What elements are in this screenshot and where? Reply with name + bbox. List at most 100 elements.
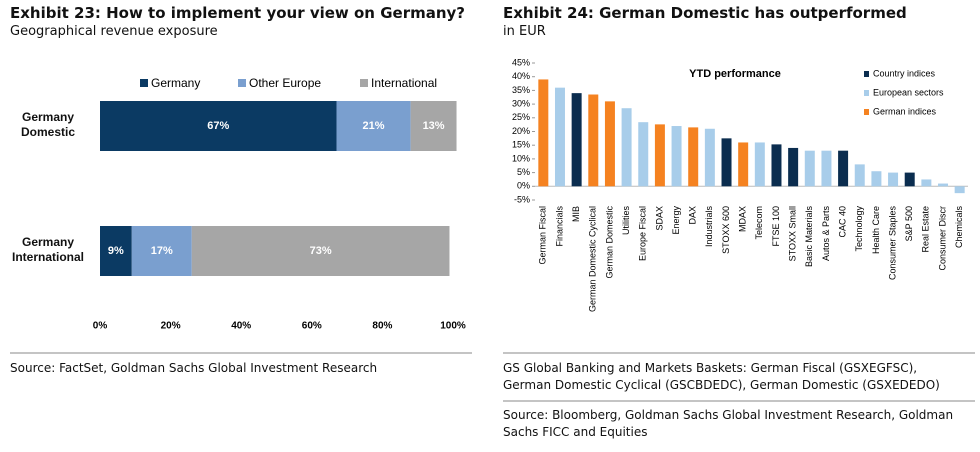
- y-tick-label: -5%: [514, 194, 530, 204]
- y-tick-label: 10%: [512, 153, 530, 163]
- x-tick-label: Technology: [854, 206, 864, 252]
- x-tick-label: S&P 500: [904, 206, 914, 241]
- y-tick-label: 40%: [512, 71, 530, 81]
- source: Source: Bloomberg, Goldman Sachs Global …: [503, 408, 954, 439]
- x-tick-label: 40%: [231, 321, 251, 332]
- bar: [904, 172, 915, 187]
- x-tick-label: Energy: [671, 206, 681, 235]
- legend-label: European sectors: [873, 87, 944, 97]
- bar: [788, 147, 799, 187]
- x-tick-label: German Domestic Cyclical: [588, 206, 598, 312]
- bar-segment: [100, 226, 132, 276]
- y-tick-label: 15%: [512, 140, 530, 150]
- bar: [721, 138, 732, 187]
- inner-title: YTD performance: [689, 68, 781, 80]
- bar: [954, 186, 965, 194]
- y-tick-label: 45%: [512, 57, 530, 67]
- bar-segment: [336, 101, 411, 151]
- bar: [938, 183, 949, 187]
- x-tick-label: Consumer Staples: [887, 206, 897, 281]
- y-tick-label: Germany Domestic: [20, 110, 76, 139]
- y-tick-label: 35%: [512, 85, 530, 95]
- x-tick-label: German Fiscal: [538, 206, 548, 265]
- data-label: 17%: [151, 245, 173, 257]
- subtitle: Geographical revenue exposure: [10, 24, 218, 39]
- x-tick-label: Real Estate: [921, 206, 931, 253]
- data-label: 13%: [423, 120, 445, 132]
- bar: [738, 142, 749, 187]
- x-tick-label: Utilities: [621, 206, 631, 236]
- x-tick-label: SDAX: [654, 206, 664, 231]
- data-label: 9%: [108, 245, 124, 257]
- legend-label: German indices: [873, 106, 937, 116]
- x-tick-label: DAX: [688, 206, 698, 225]
- x-tick-label: CAC 40: [837, 206, 847, 238]
- x-tick-label: Chemicals: [954, 206, 964, 249]
- x-tick-label: 0%: [93, 321, 108, 332]
- source: Source: FactSet, Goldman Sachs Global In…: [10, 361, 378, 375]
- bar: [771, 144, 782, 187]
- bar-segment: [131, 226, 192, 276]
- x-tick-label: Telecom: [754, 206, 764, 240]
- bar: [921, 179, 932, 187]
- bar: [804, 150, 815, 187]
- x-tick-label: German Domestic: [604, 206, 614, 279]
- x-tick-label: FTSE 100: [771, 206, 781, 247]
- legend-label: International: [371, 76, 437, 90]
- bar: [838, 150, 849, 187]
- data-label: 21%: [363, 120, 385, 132]
- y-tick-label: 0%: [517, 181, 530, 191]
- bar: [888, 172, 899, 187]
- legend-swatch: [864, 109, 869, 115]
- data-label: 67%: [207, 120, 229, 132]
- x-tick-label: Autos & Parts: [821, 206, 831, 262]
- bar: [571, 93, 582, 187]
- x-tick-label: MDAX: [738, 206, 748, 232]
- legend-swatch: [238, 79, 246, 87]
- x-tick-label: 80%: [372, 321, 392, 332]
- bar: [638, 122, 649, 187]
- bar: [821, 150, 832, 187]
- subtitle: in EUR: [503, 24, 546, 39]
- bar: [754, 142, 765, 187]
- x-tick-label: STOXX Small: [788, 206, 798, 261]
- title: Exhibit 23: How to implement your view o…: [10, 4, 465, 22]
- bar: [854, 164, 865, 187]
- x-tick-label: MIB: [571, 206, 581, 222]
- legend-swatch: [864, 90, 869, 96]
- x-tick-label: 100%: [440, 321, 466, 332]
- bar: [671, 126, 682, 187]
- y-tick-label: 5%: [517, 167, 530, 177]
- x-tick-label: Europe Fiscal: [638, 206, 648, 261]
- bar: [654, 124, 665, 187]
- x-tick-label: Industrials: [704, 206, 714, 248]
- legend-swatch: [140, 79, 148, 87]
- x-tick-label: 20%: [161, 321, 181, 332]
- x-tick-label: 60%: [302, 321, 322, 332]
- bar-segment: [100, 101, 337, 151]
- bar: [871, 171, 882, 187]
- bar: [704, 128, 715, 187]
- x-tick-label: Financials: [554, 206, 564, 247]
- y-tick-label: Germany International: [11, 235, 84, 264]
- data-label: 73%: [310, 245, 332, 257]
- y-tick-label: 25%: [512, 112, 530, 122]
- legend-label: Germany: [151, 76, 200, 90]
- bar-segment: [191, 226, 450, 276]
- bar: [588, 94, 599, 187]
- x-tick-label: Health Care: [871, 206, 881, 254]
- legend-swatch: [864, 71, 869, 77]
- bar-segment: [410, 101, 457, 151]
- x-tick-label: STOXX 600: [721, 206, 731, 254]
- legend-label: Country indices: [873, 68, 936, 78]
- y-tick-label: 30%: [512, 98, 530, 108]
- legend-swatch: [360, 79, 368, 87]
- bar: [604, 101, 615, 187]
- note: GS Global Banking and Markets Baskets: G…: [503, 361, 940, 392]
- legend-label: Other Europe: [249, 76, 321, 90]
- x-tick-label: Basic Materials: [804, 206, 814, 268]
- title: Exhibit 24: German Domestic has outperfo…: [503, 4, 907, 22]
- x-tick-label: Consumer Discr: [937, 206, 947, 271]
